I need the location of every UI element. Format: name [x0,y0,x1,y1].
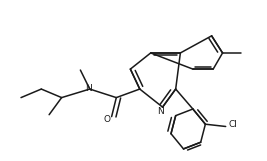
Text: Cl: Cl [229,120,238,129]
Text: N: N [85,84,92,93]
Text: N: N [158,107,164,116]
Text: O: O [103,115,111,124]
